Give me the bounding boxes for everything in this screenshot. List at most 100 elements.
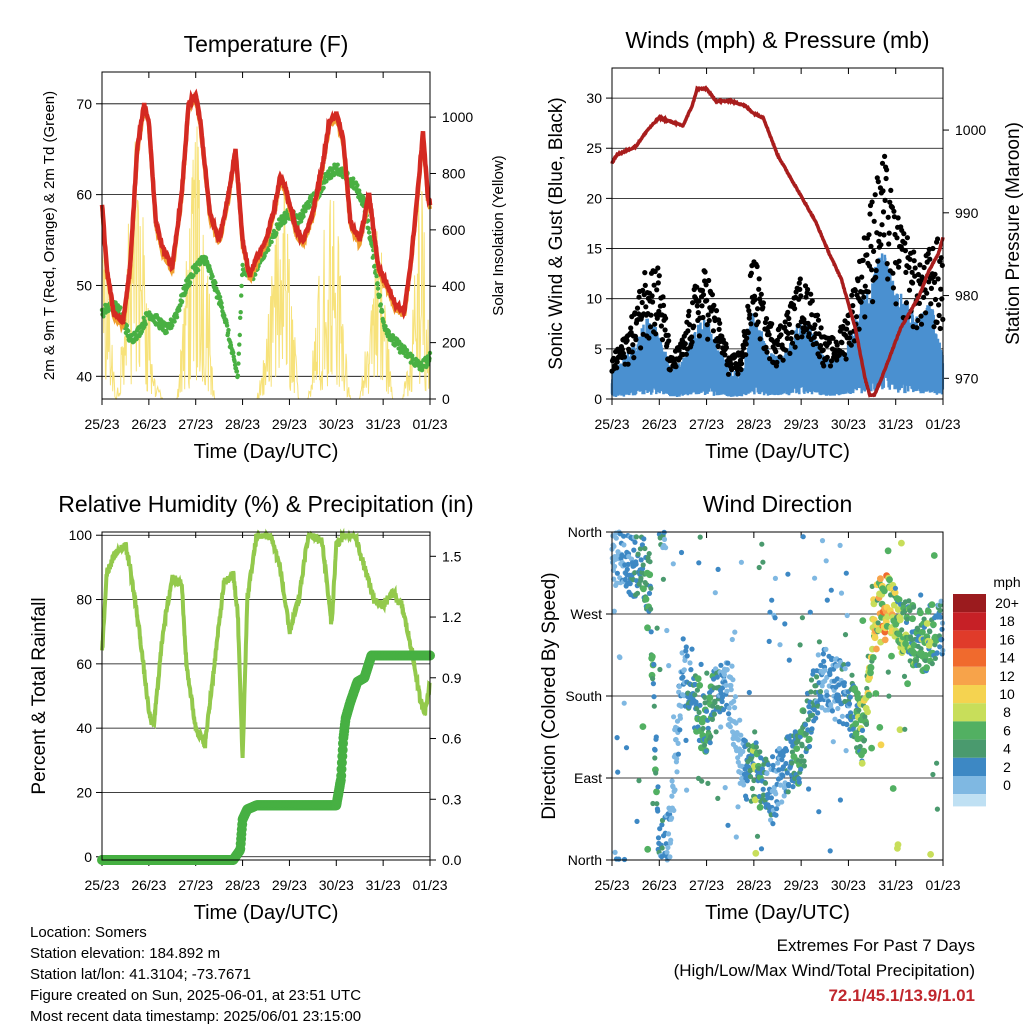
legend-swatch — [953, 648, 986, 667]
gust-point — [880, 209, 887, 215]
temp-xtick-label: 31/23 — [366, 416, 401, 432]
recent-text: Most recent data timestamp: 2025/06/01 2… — [30, 1008, 362, 1025]
gust-point — [763, 344, 769, 350]
direction-point — [650, 800, 656, 807]
direction-point — [801, 763, 808, 769]
legend-swatch — [953, 721, 986, 740]
direction-point — [913, 658, 919, 664]
gust-point — [755, 319, 761, 325]
direction-point — [611, 543, 617, 550]
rh-xtick-label: 27/23 — [178, 877, 213, 893]
direction-point — [722, 785, 728, 791]
dewpoint-point — [232, 362, 238, 368]
gust-point — [937, 325, 943, 332]
temp-ytick-label: 50 — [76, 277, 92, 293]
temp-y2label: Solar Insolation (Yellow) — [490, 155, 507, 315]
direction-point — [764, 770, 770, 777]
gust-point — [666, 338, 672, 344]
gust-point — [728, 361, 734, 367]
gust-point — [808, 291, 814, 297]
direction-point — [733, 834, 739, 840]
dewpoint-point — [237, 332, 242, 338]
direction-point — [650, 681, 657, 687]
gust-point — [935, 276, 941, 282]
temp-panel: Temperature (F) 40 50 60 70 0 200 400 600 800 1000… — [41, 31, 507, 463]
gust-point — [630, 342, 636, 348]
direction-point — [886, 576, 893, 584]
direction-point — [728, 687, 734, 693]
direction-point — [614, 570, 621, 576]
direction-point — [872, 690, 880, 697]
legend-swatch — [953, 685, 986, 704]
direction-point — [687, 660, 693, 666]
direction-point — [646, 571, 654, 579]
dir-ytick-label: South — [565, 688, 602, 704]
direction-point — [648, 629, 654, 635]
gust-point — [764, 349, 770, 355]
dewpoint-point — [321, 185, 326, 190]
temp-ytick-label: 60 — [76, 187, 92, 203]
gust-point — [841, 351, 848, 358]
dewpoint-point — [335, 162, 340, 167]
direction-point — [633, 534, 640, 540]
direction-point — [663, 545, 669, 551]
direction-point — [939, 636, 945, 643]
dewpoint-point — [224, 323, 230, 328]
dewpoint-point — [124, 323, 129, 328]
gust-point — [795, 335, 801, 341]
direction-point — [652, 747, 658, 753]
gust-point — [710, 328, 717, 334]
dir-frame — [611, 531, 944, 861]
dewpoint-point — [283, 219, 288, 225]
gust-point — [754, 263, 760, 270]
gust-point — [830, 335, 836, 341]
direction-point — [859, 727, 866, 734]
dewpoint-point — [262, 253, 267, 259]
direction-point — [751, 777, 757, 784]
direction-point — [779, 799, 785, 805]
direction-point — [617, 654, 623, 661]
direction-point — [915, 626, 921, 633]
gust-point — [752, 297, 758, 303]
gust-point — [753, 312, 759, 318]
direction-point — [753, 744, 760, 750]
direction-point — [732, 694, 739, 700]
gust-point — [868, 243, 874, 249]
gust-point — [699, 287, 706, 294]
direction-point — [735, 737, 742, 743]
gust-point — [705, 312, 711, 318]
gust-point — [803, 294, 809, 300]
gust-point — [633, 337, 639, 343]
direction-point — [709, 716, 716, 723]
winds-xtick-label: 29/23 — [784, 416, 819, 432]
gust-point — [849, 292, 855, 298]
gust-point — [706, 317, 712, 324]
direction-point — [785, 789, 791, 795]
gust-point — [818, 343, 824, 349]
direction-point — [675, 740, 681, 747]
gust-point — [656, 273, 662, 279]
gust-point — [792, 344, 798, 350]
dewpoint-point — [266, 247, 271, 253]
gust-point — [939, 262, 945, 268]
direction-point — [786, 783, 792, 789]
gust-point — [813, 340, 820, 347]
gust-point — [715, 343, 721, 349]
direction-point — [728, 682, 734, 689]
direction-point — [769, 597, 775, 603]
gust-point — [859, 274, 865, 280]
direction-point — [843, 748, 849, 754]
created-text: Figure created on Sun, 2025-06-01, at 23… — [30, 987, 362, 1004]
gust-point — [758, 291, 764, 297]
direction-point — [725, 660, 731, 666]
direction-point — [760, 786, 766, 792]
gust-point — [931, 279, 938, 285]
gust-point — [805, 286, 811, 293]
dewpoint-point — [118, 305, 123, 310]
legend-label: 18 — [999, 613, 1015, 629]
gust-point — [881, 232, 887, 238]
gust-point — [703, 282, 709, 288]
direction-point — [727, 724, 733, 730]
winds-xtick-label: 30/23 — [831, 416, 866, 432]
direction-point — [873, 645, 880, 653]
